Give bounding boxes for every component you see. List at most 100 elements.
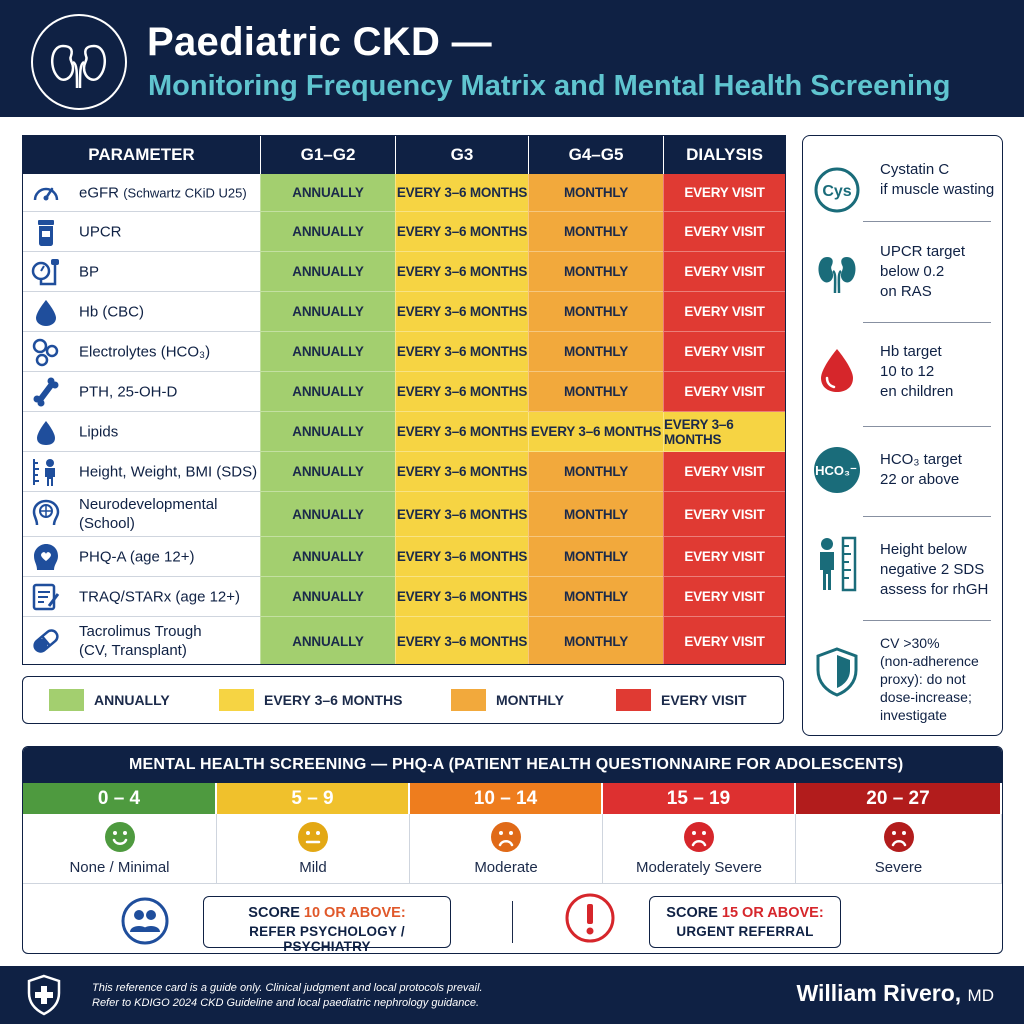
medical-shield-icon	[26, 974, 62, 1016]
frequency-cell: MONTHLY	[528, 212, 663, 252]
frequency-cell: ANNUALLY	[260, 452, 395, 492]
col-header-g4-g5: G4–G5	[528, 136, 663, 174]
phq-score-band: 20 – 27	[796, 783, 1002, 814]
section-divider	[23, 883, 1002, 884]
checklist-icon	[31, 582, 61, 612]
parameter-cell: Tacrolimus Trough (CV, Transplant)	[23, 617, 260, 664]
matrix-row: eGFR (Schwartz CKiD U25) ANNUALLY EVERY 3–…	[23, 174, 785, 212]
phq-severity-label: Moderate	[474, 859, 538, 876]
sidebar-item-tacrolimus-cv: CV >30% (non-adherence proxy): do not do…	[803, 626, 1001, 734]
matrix-row: Electrolytes (HCO₃) ANNUALLY EVERY 3–6 MON…	[23, 332, 785, 372]
legend-label: MONTHLY	[496, 692, 564, 708]
growth-icon	[31, 457, 61, 487]
parameter-label: PHQ-A (age 12+)	[79, 548, 195, 565]
referral-box-urgent: SCORE 15 OR ABOVE: URGENT REFERRAL	[649, 896, 841, 948]
parameter-label: TRAQ/STARx (age 12+)	[79, 588, 241, 605]
hco3-badge-icon: HCO₃⁻	[813, 446, 861, 494]
pill-icon	[31, 626, 61, 656]
legend-swatch	[49, 689, 84, 711]
frequency-cell: ANNUALLY	[260, 212, 395, 252]
frequency-cell: EVERY 3–6 MONTHS	[395, 174, 528, 212]
parameter-label: Height, Weight, BMI (SDS)	[79, 463, 258, 480]
parameter-cell: Electrolytes (HCO₃)	[23, 332, 260, 372]
phq-severity-label: Moderately Severe	[636, 859, 762, 876]
frequency-cell: EVERY VISIT	[663, 492, 785, 537]
frequency-cell: MONTHLY	[528, 252, 663, 292]
legend-item-monthly: MONTHLY	[451, 689, 564, 711]
frequency-cell: ANNUALLY	[260, 577, 395, 617]
sidebar-divider	[863, 221, 991, 222]
sidebar-divider	[863, 426, 991, 427]
frequency-cell: EVERY 3–6 MONTHS	[528, 412, 663, 452]
author-name: William Rivero, MD	[796, 980, 994, 1006]
blood-drop-icon	[31, 297, 61, 327]
footer-bar: This reference card is a guide only. Cli…	[0, 966, 1024, 1024]
parameter-cell: PTH, 25-OH-D	[23, 372, 260, 412]
parameter-label: Tacrolimus Trough (CV, Transplant)	[79, 623, 202, 659]
sidebar-item-hb: Hb target 10 to 12 en children	[803, 332, 1001, 422]
frequency-cell: EVERY VISIT	[663, 537, 785, 577]
frequency-legend: ANNUALLY EVERY 3–6 MONTHS MONTHLY EVERY …	[22, 676, 784, 724]
frequency-cell: ANNUALLY	[260, 412, 395, 452]
frequency-cell: EVERY VISIT	[663, 452, 785, 492]
frequency-cell: MONTHLY	[528, 174, 663, 212]
referral-action: URGENT REFERRAL	[676, 924, 814, 939]
sidebar-item-upcr: UPCR target below 0.2 on RAS	[803, 236, 1001, 322]
gauge-icon	[31, 178, 61, 208]
cys-badge-icon: Cys	[813, 166, 861, 214]
referral-threshold: SCORE 10 OR ABOVE:	[248, 905, 406, 921]
bone-icon	[31, 377, 61, 407]
phq-severity-label: None / Minimal	[69, 859, 170, 876]
parameter-label: PTH, 25-OH-D	[79, 383, 178, 400]
col-header-parameter: PARAMETER	[23, 136, 260, 174]
svg-text:HCO₃⁻: HCO₃⁻	[815, 463, 857, 478]
sidebar-text: Height below negative 2 SDS assess for r…	[880, 541, 989, 598]
frequency-cell: EVERY 3–6 MONTHS	[663, 412, 785, 452]
sidebar-divider	[863, 620, 991, 621]
neutral-face-icon	[297, 821, 329, 853]
footer-disclaimer: This reference card is a guide only. Cli…	[92, 982, 483, 1009]
frequency-cell: EVERY 3–6 MONTHS	[395, 252, 528, 292]
phq-score-band: 10 – 14	[410, 783, 603, 814]
parameter-label: BP	[79, 263, 100, 280]
sad-face-icon	[683, 821, 715, 853]
legend-label: EVERY 3–6 MONTHS	[264, 692, 403, 708]
sidebar-text: Hb target 10 to 12 en children	[880, 343, 954, 400]
sidebar-text: Cystatin C if muscle wasting	[880, 161, 995, 198]
matrix-row: TRAQ/STARx (age 12+) ANNUALLY EVERY 3–6 MO…	[23, 577, 785, 617]
frequency-cell: EVERY 3–6 MONTHS	[395, 537, 528, 577]
frequency-cell: EVERY 3–6 MONTHS	[395, 412, 528, 452]
sidebar-text: HCO₃ target 22 or above	[880, 451, 962, 488]
parameter-cell: TRAQ/STARx (age 12+)	[23, 577, 260, 617]
mental-health-panel: MENTAL HEALTH SCREENING — PHQ-A (PATIENT…	[22, 746, 1003, 954]
sidebar-text: UPCR target below 0.2 on RAS	[880, 243, 966, 300]
targets-sidebar: Cys Cystatin C if muscle wasting UPCR ta…	[802, 135, 1003, 736]
alert-exclamation-icon	[564, 892, 616, 944]
frequency-cell: EVERY VISIT	[663, 617, 785, 664]
parameter-cell: BP	[23, 252, 260, 292]
matrix-row: Neurodevelopmental (School) ANNUALLY EVERY…	[23, 492, 785, 537]
frequency-cell: EVERY 3–6 MONTHS	[395, 292, 528, 332]
page-title: Paediatric CKD —	[147, 20, 492, 64]
legend-item-annually: ANNUALLY	[49, 689, 170, 711]
matrix-row: Tacrolimus Trough (CV, Transplant) ANNUAL…	[23, 617, 785, 664]
frequency-cell: EVERY 3–6 MONTHS	[395, 492, 528, 537]
frequency-cell: MONTHLY	[528, 372, 663, 412]
frequency-cell: EVERY VISIT	[663, 332, 785, 372]
blood-pressure-icon	[31, 257, 61, 287]
matrix-row: PHQ-A (age 12+) ANNUALLY EVERY 3–6 MONTHS M…	[23, 537, 785, 577]
legend-item-every-3-6-months: EVERY 3–6 MONTHS	[219, 689, 403, 711]
kidney-icon	[813, 249, 861, 297]
lipid-drop-icon	[31, 417, 61, 447]
parameter-cell: UPCR	[23, 212, 260, 252]
phq-severity-label: Mild	[299, 859, 327, 876]
frequency-cell: EVERY VISIT	[663, 372, 785, 412]
sidebar-item-cystatin: Cys Cystatin C if muscle wasting	[803, 156, 1001, 236]
referral-threshold: SCORE 15 OR ABOVE:	[666, 905, 824, 921]
child-height-icon	[813, 536, 865, 592]
frequency-cell: EVERY VISIT	[663, 577, 785, 617]
phq-score-band: 15 – 19	[603, 783, 796, 814]
parameter-label: Hb (CBC)	[79, 303, 145, 320]
frequency-cell: EVERY VISIT	[663, 292, 785, 332]
phq-score-band: 0 – 4	[23, 783, 217, 814]
